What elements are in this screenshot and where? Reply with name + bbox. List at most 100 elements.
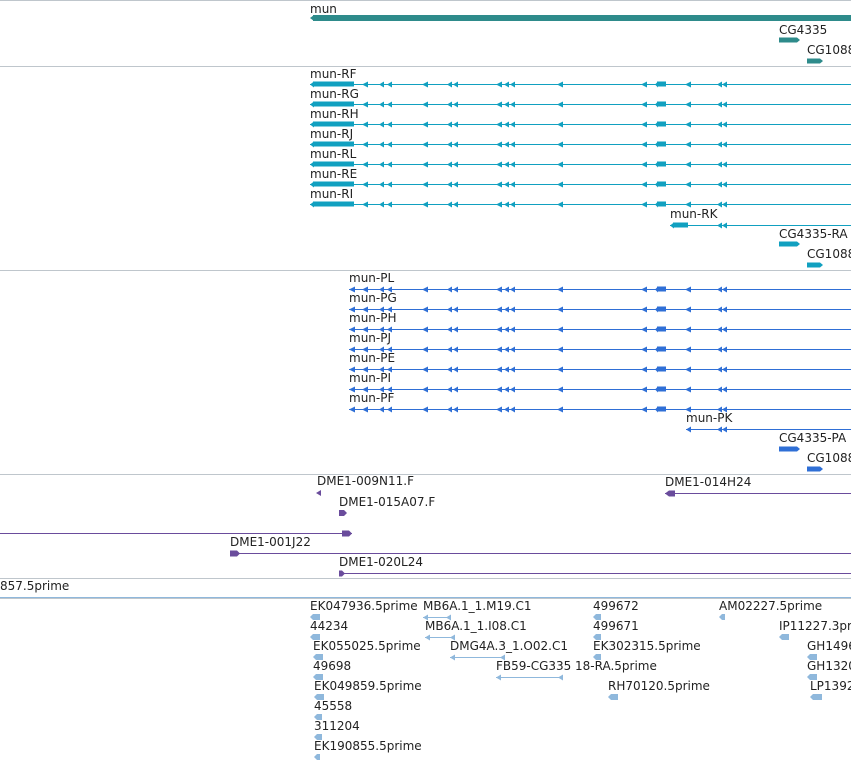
protein-mun-pl-exon-12 [657, 286, 666, 292]
est-49698[interactable]: 49698 [313, 659, 351, 680]
est-499671-mark [593, 634, 601, 640]
transcript-mun-rl-utr-block [313, 161, 354, 167]
protein-mun-pe-exon-13 [685, 366, 691, 373]
transcript-mun-rj[interactable]: mun-RJ [310, 127, 851, 148]
transcript-mun-rg-exon-12 [685, 101, 691, 108]
protein-mun-pj-exon-0 [349, 346, 355, 353]
est-311204[interactable]: 311204 [314, 719, 360, 740]
est-dmg4a3-right-read [500, 654, 505, 661]
transcript-mun-ri-start-arrow [310, 201, 314, 208]
transcript-mun-re[interactable]: mun-RE [310, 167, 851, 188]
protein-mun-pg-exon-14 [717, 306, 722, 313]
est-44234-label: 44234 [310, 619, 348, 633]
transcript-mun-ri[interactable]: mun-RI [310, 187, 851, 208]
protein-mun-pf-exon-14 [717, 406, 722, 413]
protein-mun-ph[interactable]: mun-PH [349, 311, 851, 333]
protein-mun-pi[interactable]: mun-PI [349, 371, 851, 393]
clone-dme1-020l24[interactable]: DME1-020L24 [339, 555, 851, 577]
est-18-ra[interactable]: 18-RA.5prime [575, 659, 657, 673]
est-ek190855-label: EK190855.5prime [314, 739, 422, 753]
protein-mun-pf-exon-2 [379, 406, 384, 413]
protein-mun-pf[interactable]: mun-PF [349, 391, 851, 413]
est-ek055025[interactable]: EK055025.5prime [313, 639, 421, 660]
transcript-mun-re-exon-13 [717, 181, 722, 188]
est-857-5prime[interactable]: 857.5prime [0, 579, 851, 598]
est-ip11227[interactable]: IP11227.3prime [779, 619, 851, 640]
protein-mun-pi-exon-10 [557, 386, 563, 393]
transcript-mun-rl-exon-8 [510, 161, 515, 168]
protein-mun-pj-exon-10 [557, 346, 563, 353]
protein-mun-pj[interactable]: mun-PJ [349, 331, 851, 353]
protein-mun-pi-exon-2 [379, 386, 384, 393]
protein-mun-pe[interactable]: mun-PE [349, 351, 851, 373]
protein-mun-pk[interactable]: mun-PK [686, 411, 851, 433]
clone-unlabeled-long[interactable] [0, 530, 352, 537]
protein-cg4335-pa[interactable]: CG4335-PA [779, 431, 847, 452]
protein-cg4335-pa-block [779, 446, 797, 452]
transcript-mun-rg-exon-9 [557, 101, 563, 108]
est-ek055025-mark [313, 654, 323, 660]
transcript-cg4335-ra[interactable]: CG4335-RA [779, 227, 848, 247]
protein-mun-pi-exon-13 [685, 386, 691, 393]
est-45558[interactable]: 45558 [314, 699, 352, 720]
protein-mun-ph-exon-8 [504, 326, 509, 333]
est-ek302315[interactable]: EK302315.5prime [593, 639, 701, 660]
clone-dme1-015a07f[interactable]: DME1-015A07.F [339, 495, 435, 516]
est-mb6a1-1m19[interactable]: MB6A.1_1.M19.C1 [423, 599, 532, 621]
transcript-mun-rh[interactable]: mun-RH [310, 107, 851, 128]
transcript-mun-rl-exon-12 [685, 161, 691, 168]
transcript-mun-rg[interactable]: mun-RG [310, 87, 851, 108]
transcript-mun-rh-exon-8 [510, 121, 515, 128]
transcript-mun-ri-exon-arrow-11 [655, 201, 658, 208]
est-45558-label: 45558 [314, 699, 352, 713]
transcript-mun-rh-exon-7 [504, 121, 509, 128]
transcript-mun-rl-exon-14 [722, 161, 727, 168]
protein-mun-pl[interactable]: mun-PL [349, 271, 851, 293]
transcript-cg4335-ra-arrow [797, 241, 800, 247]
gene-cg1088[interactable]: CG1088 [807, 43, 851, 64]
clone-dme1-001j22[interactable]: DME1-001J22 [230, 535, 851, 557]
transcript-cg1088[interactable]: CG1088 [807, 247, 851, 268]
est-lp139[interactable]: LP1392 [810, 679, 851, 700]
transcript-mun-rf[interactable]: mun-RF [310, 67, 851, 88]
protein-mun-pg[interactable]: mun-PG [349, 291, 851, 313]
protein-mun-ph-exon-14 [717, 326, 722, 333]
est-mb6a1-1i08[interactable]: MB6A.1_1.I08.C1 [425, 619, 527, 641]
protein-mun-pl-exon-2 [379, 286, 384, 293]
transcript-mun-rl-exon-4 [447, 161, 452, 168]
transcript-mun-rh-utr-block [313, 121, 354, 127]
transcript-mun-rl-exon-6 [496, 161, 502, 168]
est-ek047936[interactable]: EK047936.5prime [310, 599, 418, 620]
est-fb59-cg335[interactable]: FB59-CG335 [496, 659, 571, 681]
transcript-mun-rf-exon-11 [657, 81, 666, 87]
est-am02227[interactable]: AM02227.5prime [719, 599, 822, 620]
protein-mun-pe-exon-arrow-12 [655, 366, 658, 373]
est-gh132[interactable]: GH1320 [807, 659, 851, 680]
clone-dme1-014h24[interactable]: DME1-014H24 [665, 475, 851, 497]
est-ek055025-label: EK055025.5prime [313, 639, 421, 653]
est-44234[interactable]: 44234 [310, 619, 348, 640]
est-ip11227-label: IP11227.3prime [779, 619, 851, 633]
gene-cg4335[interactable]: CG4335 [779, 23, 827, 43]
est-dmg4a3[interactable]: DMG4A.3_1.O02.C1 [450, 639, 568, 661]
transcript-mun-rj-exon-1 [379, 141, 384, 148]
est-ek049859[interactable]: EK049859.5prime [314, 679, 422, 700]
est-ek190855[interactable]: EK190855.5prime [314, 739, 422, 760]
est-ek049859-mark [314, 694, 324, 700]
transcript-mun-rg-exon-arrow-11 [655, 101, 658, 108]
protein-cg1088[interactable]: CG1088 [807, 451, 851, 472]
clone-dme1-015a07f-mark [339, 510, 347, 516]
gene-mun[interactable]: mun [310, 2, 851, 21]
est-rh70120-label: RH70120.5prime [608, 679, 710, 693]
transcript-mun-rk[interactable]: mun-RK [670, 207, 851, 229]
est-gh149[interactable]: GH1496 [807, 639, 851, 660]
est-dmg4a3-left-read [450, 654, 455, 661]
est-rh70120[interactable]: RH70120.5prime [608, 679, 710, 700]
transcript-mun-rl[interactable]: mun-RL [310, 147, 851, 168]
transcript-mun-rg-exon-5 [453, 101, 458, 108]
est-499672[interactable]: 499672 [593, 599, 639, 620]
protein-mun-pg-exon-9 [510, 306, 515, 313]
clone-dme1-009n11f[interactable]: DME1-009N11.F [316, 474, 414, 496]
est-499671[interactable]: 499671 [593, 619, 639, 640]
protein-mun-pk-exon-0 [686, 426, 691, 433]
